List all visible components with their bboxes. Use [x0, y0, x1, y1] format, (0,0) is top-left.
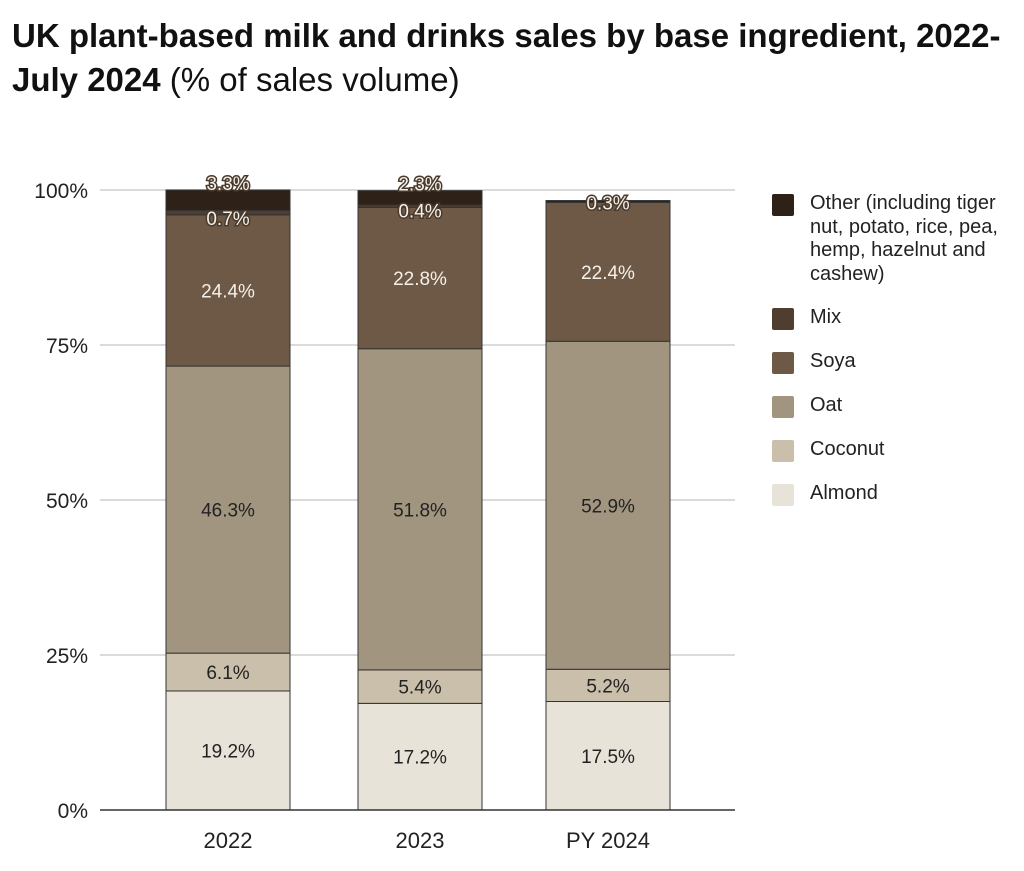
data-label: 17.2%: [393, 748, 447, 769]
bar-segment-oat: [545, 340, 671, 670]
bar-segment-coconut: [165, 652, 291, 692]
bar-segment-other: [165, 189, 291, 211]
bar-segment-almond: [545, 701, 671, 811]
data-label: 5.2%: [586, 676, 629, 697]
bar-segment-soya: [545, 201, 671, 342]
legend-item: Almond: [772, 482, 1002, 506]
legend-swatch: [772, 308, 794, 330]
legend-swatch: [772, 440, 794, 462]
data-label: 51.8%: [393, 500, 447, 521]
data-label: 24.4%: [201, 281, 255, 302]
legend-swatch: [772, 194, 794, 216]
chart-title: UK plant-based milk and drinks sales by …: [12, 17, 1001, 98]
data-label: 3.3%: [206, 174, 249, 195]
bar-segment-oat: [357, 348, 483, 671]
x-tick-label: 2022: [204, 828, 253, 853]
data-label: 22.4%: [581, 263, 635, 284]
legend-item: Other (including tiger nut, potato, rice…: [772, 192, 1002, 286]
legend: Other (including tiger nut, potato, rice…: [772, 192, 1002, 526]
data-label: 22.8%: [393, 269, 447, 290]
y-tick-label: 100%: [34, 180, 88, 203]
legend-label: Soya: [810, 350, 856, 372]
data-label: 17.5%: [581, 747, 635, 768]
legend-label: Mix: [810, 306, 842, 328]
bar-segment-coconut: [357, 669, 483, 704]
legend-item: Oat: [772, 394, 1002, 418]
legend-swatch: [772, 484, 794, 506]
y-tick-label: 0%: [58, 800, 88, 823]
bar-segment-other: [357, 190, 483, 206]
legend-swatch: [772, 396, 794, 418]
y-tick-label: 75%: [46, 335, 88, 358]
bar-segment-almond: [165, 690, 291, 811]
data-label: 52.9%: [581, 496, 635, 517]
legend-item: Coconut: [772, 438, 1002, 462]
legend-swatch: [772, 352, 794, 374]
legend-label: Coconut: [810, 438, 885, 460]
data-label: 0.3%: [586, 194, 629, 215]
legend-item: Soya: [772, 350, 1002, 374]
legend-label: Almond: [810, 482, 878, 504]
data-label: 0.7%: [206, 209, 249, 230]
x-tick-label: PY 2024: [566, 828, 650, 853]
data-label: 2.3%: [398, 175, 441, 196]
bar-segment-coconut: [545, 668, 671, 703]
data-label: 0.4%: [398, 201, 441, 222]
bar-segment-soya: [357, 206, 483, 350]
data-label: 6.1%: [206, 663, 249, 684]
data-label: 5.4%: [398, 678, 441, 699]
legend-label: Oat: [810, 394, 843, 416]
x-tick-label: 2023: [396, 828, 445, 853]
data-label: 19.2%: [201, 741, 255, 762]
bar-segment-oat: [165, 365, 291, 654]
y-tick-label: 25%: [46, 645, 88, 668]
y-tick-label: 50%: [46, 490, 88, 513]
data-label: 46.3%: [201, 501, 255, 522]
legend-label: Other (including tiger nut, potato, rice…: [810, 192, 998, 285]
bar-segment-soya: [165, 214, 291, 367]
bar-segment-almond: [357, 702, 483, 811]
legend-item: Mix: [772, 306, 1002, 330]
bar-segment-other: [545, 200, 671, 203]
